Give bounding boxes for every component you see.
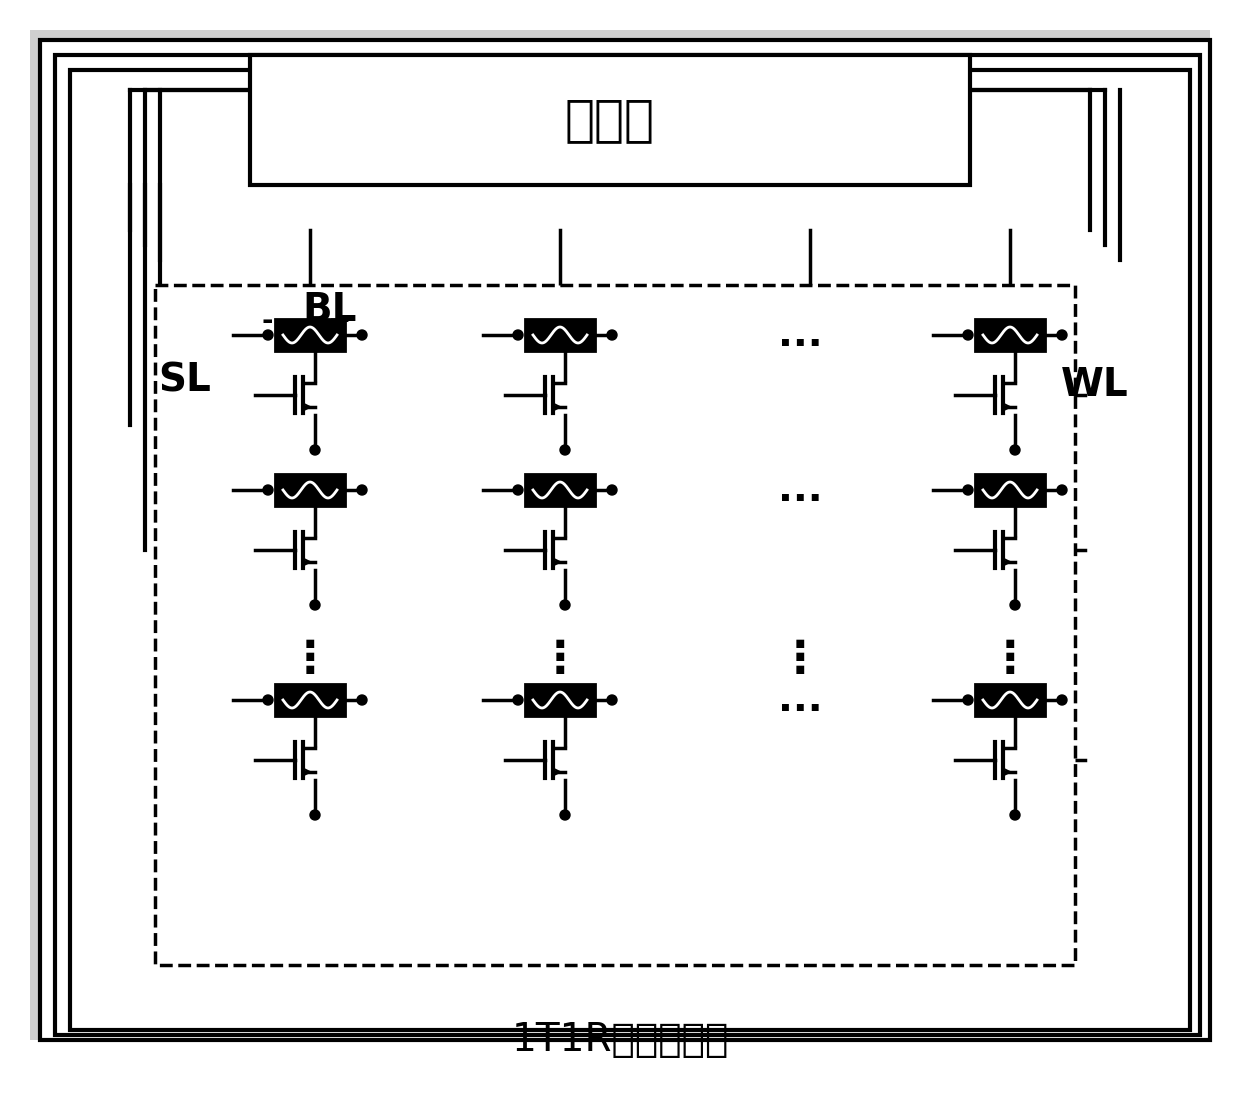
Circle shape [1011, 600, 1021, 610]
Text: ⋮: ⋮ [538, 639, 583, 681]
Bar [275, 319, 345, 351]
Bar [975, 319, 1045, 351]
Circle shape [963, 695, 973, 705]
Circle shape [1011, 810, 1021, 820]
Bar [55, 56, 1200, 1035]
Circle shape [513, 486, 523, 496]
Text: ⋮: ⋮ [777, 639, 822, 681]
Circle shape [357, 695, 367, 705]
Circle shape [608, 486, 618, 496]
Bar [275, 474, 345, 506]
Circle shape [263, 330, 273, 340]
Circle shape [560, 446, 570, 456]
Circle shape [310, 810, 320, 820]
Circle shape [608, 330, 618, 340]
Text: ...: ... [777, 471, 822, 509]
Text: ...: ... [777, 681, 822, 719]
Circle shape [560, 600, 570, 610]
Text: WL: WL [1061, 366, 1128, 404]
Circle shape [560, 810, 570, 820]
Text: ...: ... [777, 316, 822, 354]
Circle shape [963, 330, 973, 340]
Bar [975, 474, 1045, 506]
Text: SL: SL [159, 361, 212, 399]
Text: 1T1R存储器阵列: 1T1R存储器阵列 [511, 1021, 729, 1059]
Circle shape [1011, 446, 1021, 456]
Circle shape [513, 695, 523, 705]
Circle shape [1056, 695, 1066, 705]
Circle shape [963, 486, 973, 496]
Circle shape [263, 695, 273, 705]
Circle shape [310, 600, 320, 610]
Bar [69, 70, 1190, 1030]
Circle shape [513, 330, 523, 340]
Bar [275, 684, 345, 715]
Text: ⋮: ⋮ [288, 639, 332, 681]
Text: ⋮: ⋮ [988, 639, 1032, 681]
Bar [525, 474, 595, 506]
Text: -: - [262, 307, 273, 336]
Circle shape [1056, 486, 1066, 496]
Circle shape [608, 695, 618, 705]
Bar [525, 319, 595, 351]
Circle shape [357, 486, 367, 496]
Text: BL: BL [303, 291, 357, 329]
Circle shape [1056, 330, 1066, 340]
Bar [975, 684, 1045, 715]
Circle shape [263, 486, 273, 496]
Bar [155, 286, 1075, 965]
Circle shape [310, 446, 320, 456]
Bar [250, 56, 970, 186]
Bar [525, 684, 595, 715]
Text: 控制器: 控制器 [565, 96, 655, 144]
Text: +: + [329, 307, 352, 336]
Circle shape [357, 330, 367, 340]
